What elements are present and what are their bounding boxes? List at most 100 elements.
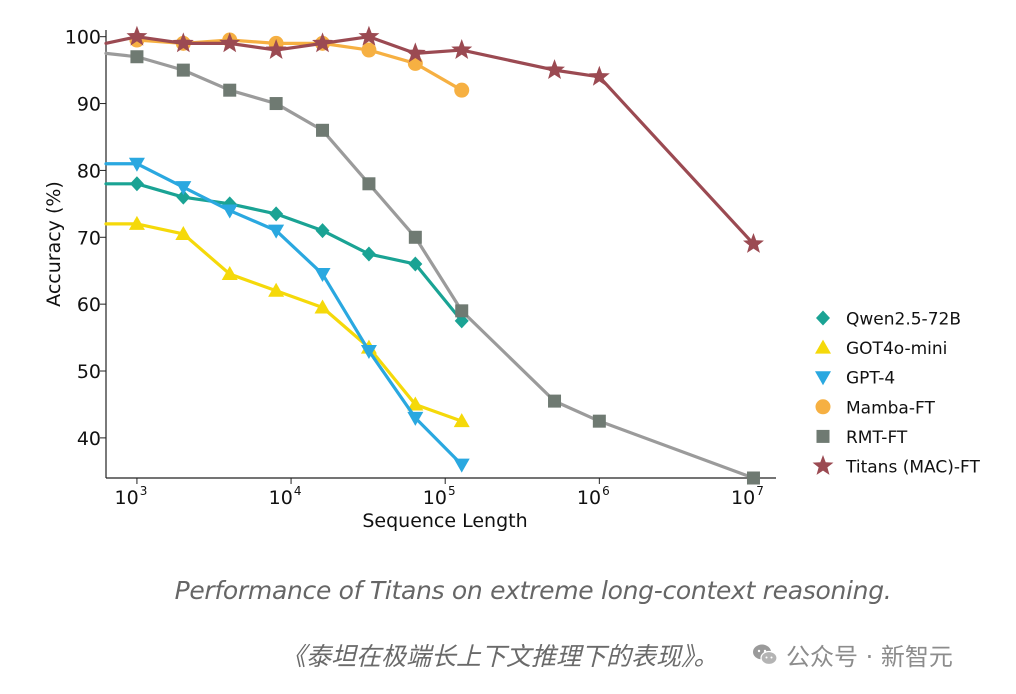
series-line-qwen2-5-72b: [104, 182, 464, 323]
series-titans-mac-ft: [104, 25, 764, 253]
series-got4o-mini: [104, 215, 470, 428]
y-tick-label: 100: [65, 27, 101, 49]
y-axis-label: Accuracy (%): [43, 181, 65, 307]
x-tick-exponent: 3: [140, 484, 148, 498]
data-point-got4o-mini: [221, 266, 238, 281]
series-rmt-ft: [104, 50, 760, 485]
y-tick-label: 50: [77, 361, 101, 383]
data-point-titans-mac-ft: [358, 25, 380, 46]
series-gpt-4: [104, 157, 470, 473]
data-point-rmt-ft: [176, 63, 190, 77]
x-tick-label: 105: [423, 484, 456, 509]
data-point-qwen2-5-72b: [176, 189, 191, 205]
legend-label-got4o-mini: GOT4o-mini: [846, 339, 947, 359]
data-point-titans-mac-ft: [312, 32, 333, 53]
data-point-got4o-mini: [175, 225, 192, 240]
data-point-titans-mac-ft: [126, 25, 148, 46]
data-point-rmt-ft: [269, 97, 283, 111]
data-point-qwen2-5-72b: [408, 256, 423, 272]
x-axis-label: Sequence Length: [362, 510, 527, 532]
data-point-gpt-4: [407, 411, 424, 426]
series-line-gpt-4: [104, 162, 464, 467]
series-qwen2-5-72b: [104, 176, 469, 329]
data-point-mamba-ft: [361, 42, 377, 58]
legend-item-gpt-4: GPT-4: [815, 369, 895, 389]
chart: 40 50 60 70 80 90 100 103 104 105 106 107 Sequence L…: [43, 25, 980, 532]
data-point-gpt-4: [360, 344, 377, 359]
y-tick-label: 60: [77, 294, 101, 316]
data-point-mamba-ft: [454, 82, 470, 98]
data-point-qwen2-5-72b: [361, 246, 376, 262]
data-point-gpt-4: [268, 224, 285, 239]
data-point-titans-mac-ft: [451, 39, 473, 59]
legend-label-titans-mac-ft: Titans (MAC)-FT: [845, 458, 980, 478]
x-tick-exponent: 5: [448, 484, 456, 498]
data-point-rmt-ft: [316, 123, 330, 137]
data-point-titans-mac-ft: [743, 232, 764, 253]
legend-label-mamba-ft: Mamba-FT: [846, 398, 935, 418]
data-point-titans-mac-ft: [172, 32, 194, 53]
chart-axes: 40 50 60 70 80 90 100 103 104 105 106 107 Sequence L…: [43, 27, 776, 532]
legend-marker-mamba-ft: [815, 399, 831, 415]
legend-item-got4o-mini: GOT4o-mini: [815, 339, 947, 359]
caption-chinese: 《泰坦在极端长上下文推理下的表现》。: [281, 642, 719, 671]
data-point-got4o-mini: [268, 282, 285, 297]
legend-item-titans-mac-ft: Titans (MAC)-FT: [812, 455, 980, 478]
data-point-gpt-4: [175, 181, 192, 196]
data-point-titans-mac-ft: [219, 32, 241, 53]
data-point-gpt-4: [314, 268, 331, 283]
data-point-gpt-4: [453, 458, 470, 473]
data-point-qwen2-5-72b: [315, 223, 330, 239]
data-point-titans-mac-ft: [588, 65, 610, 86]
data-point-rmt-ft: [408, 230, 422, 244]
data-point-rmt-ft: [548, 394, 562, 408]
y-tick-label: 70: [77, 227, 101, 249]
wechat-icon: [753, 644, 778, 665]
x-tick-exponent: 6: [602, 484, 610, 498]
legend-marker-rmt-ft: [816, 429, 830, 443]
legend-item-mamba-ft: Mamba-FT: [815, 398, 935, 418]
legend-marker-gpt-4: [815, 371, 831, 386]
y-tick-label: 40: [77, 428, 101, 450]
series-line-titans-mac-ft: [104, 35, 756, 246]
data-point-rmt-ft: [746, 471, 760, 485]
watermark: 公众号 · 新智元: [752, 637, 953, 672]
watermark-text: 公众号 · 新智元: [786, 643, 953, 671]
data-point-titans-mac-ft: [265, 39, 287, 59]
series-line-rmt-ft: [104, 51, 756, 480]
data-point-rmt-ft: [223, 83, 237, 97]
data-point-titans-mac-ft: [404, 42, 426, 63]
y-tick-label: 90: [77, 94, 101, 116]
data-point-got4o-mini: [407, 396, 424, 411]
x-tick-label: 106: [577, 484, 610, 509]
caption-english: Performance of Titans on extreme long-co…: [174, 576, 892, 605]
chart-legend: Qwen2.5-72B GOT4o-mini GPT-4 Mamba-FT RMT-FT…: [812, 310, 980, 478]
series-line-got4o-mini: [104, 222, 464, 423]
data-point-gpt-4: [128, 157, 145, 172]
legend-marker-qwen2-5-72b: [816, 310, 830, 326]
legend-marker-got4o-mini: [815, 339, 831, 354]
data-point-rmt-ft: [130, 50, 144, 64]
x-tick-exponent: 4: [294, 484, 302, 498]
data-point-qwen2-5-72b: [269, 206, 284, 222]
data-point-qwen2-5-72b: [129, 176, 144, 192]
x-tick-label: 104: [269, 484, 302, 509]
data-point-rmt-ft: [455, 304, 469, 318]
data-point-got4o-mini: [314, 299, 331, 314]
legend-marker-titans-mac-ft: [812, 455, 834, 475]
data-point-titans-mac-ft: [544, 59, 565, 80]
legend-item-rmt-ft: RMT-FT: [816, 428, 908, 448]
y-tick-label: 80: [77, 160, 101, 182]
legend-label-qwen2-5-72b: Qwen2.5-72B: [846, 310, 961, 330]
data-point-got4o-mini: [453, 413, 470, 428]
data-point-rmt-ft: [592, 414, 606, 428]
x-tick-label: 103: [115, 484, 148, 509]
legend-label-gpt-4: GPT-4: [846, 369, 895, 389]
x-tick-exponent: 7: [756, 484, 764, 498]
data-point-gpt-4: [221, 204, 238, 219]
data-point-rmt-ft: [362, 177, 376, 191]
legend-item-qwen2-5-72b: Qwen2.5-72B: [816, 310, 961, 330]
data-point-got4o-mini: [128, 215, 145, 230]
chart-series-layer: [104, 25, 764, 485]
x-tick-label: 107: [731, 484, 764, 509]
